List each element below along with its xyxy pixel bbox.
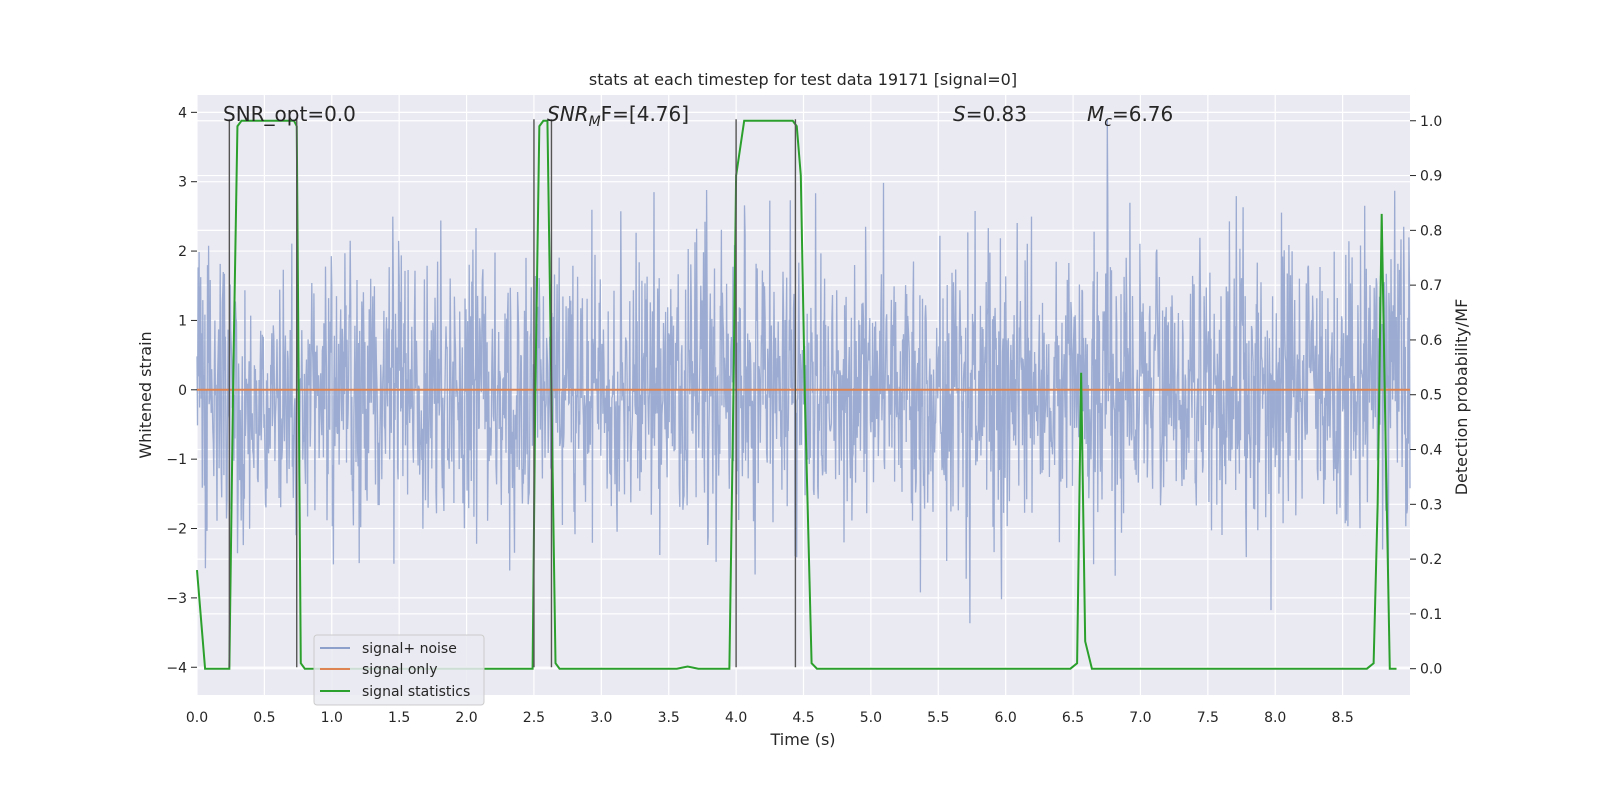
y-tick-label: 2 [178,244,187,260]
legend-label-stats: signal statistics [362,684,470,700]
x-tick-label: 5.0 [860,710,882,726]
y-tick-label: 0 [178,383,187,399]
y-right-tick-label: 0.2 [1420,552,1442,568]
y-right-tick-label: 0.6 [1420,333,1442,349]
signal-statistics-line [196,119,1397,670]
annotation-s: S=0.83 [953,102,1027,126]
y-axis-right-label: Detection probability/MF [1452,299,1471,496]
x-tick-label: 0.5 [253,710,275,726]
y-tick-label: 1 [178,313,187,329]
legend: signal+ noise signal only signal statist… [313,634,485,706]
y-tick-label: −4 [166,660,187,676]
snr-mf-main: SNR [547,102,589,126]
x-tick-label: 6.5 [1062,710,1084,726]
x-tick-label: 1.0 [321,710,343,726]
vertical-markers [228,119,797,668]
y-axis-label: Whitened strain [136,331,155,458]
y-tick-label: −3 [166,591,187,607]
x-tick-label: 7.5 [1197,710,1219,726]
x-tick-label: 1.5 [388,710,410,726]
x-tick-label: 3.5 [658,710,680,726]
noise-line [196,119,1411,624]
s-symbol: S [953,102,966,126]
noise-series [196,119,1411,624]
mc-value: =6.76 [1112,102,1173,126]
x-tick-label: 2.5 [523,710,545,726]
y-right-tick-label: 0.8 [1420,223,1442,239]
x-tick-label: 4.5 [792,710,814,726]
legend-label-noise: signal+ noise [362,641,457,657]
legend-label-signal: signal only [362,662,437,678]
y-right-tick-label: 0.7 [1420,278,1442,294]
annotation-mc: Mc=6.76 [1087,102,1173,130]
annotation-snr-opt: SNR_opt=0.0 [223,102,356,126]
x-axis-ticks: 0.0 0.5 1.0 1.5 2.0 2.5 3.0 3.5 4.0 4.5 5.0 5.5 6.0 6… [186,710,1354,726]
y-tick-label: −2 [166,522,187,538]
x-tick-label: 8.0 [1264,710,1286,726]
snr-mf-rest: F=[4.76] [601,102,689,126]
y-axis-right-ticks: 1.0 0.9 0.8 0.7 0.6 0.5 0.4 0.3 0.2 0.1 0.0 [1410,114,1442,678]
legend-box [313,634,485,706]
y-right-tick-label: 0.4 [1420,443,1442,459]
y-right-tick-label: 1.0 [1420,114,1442,130]
y-right-tick-label: 0.3 [1420,497,1442,513]
x-axis-label: Time (s) [769,730,835,749]
annotation-snr-mf: SNRMF=[4.76] [547,102,689,130]
y-right-tick-label: 0.9 [1420,169,1442,185]
y-tick-label: 4 [178,105,187,121]
y-right-tick-label: 0.5 [1420,388,1442,404]
x-tick-label: 7.0 [1129,710,1151,726]
y-axis-ticks: 4 3 2 1 0 −1 −2 −3 −4 [166,105,197,676]
x-tick-label: 3.0 [590,710,612,726]
chart-title: stats at each timestep for test data 191… [589,70,1017,89]
mc-subscript: c [1104,114,1112,130]
x-tick-label: 6.0 [995,710,1017,726]
y-tick-label: 3 [178,175,187,191]
x-tick-label: 5.5 [927,710,949,726]
x-tick-label: 4.0 [725,710,747,726]
x-tick-label: 0.0 [186,710,208,726]
x-tick-label: 8.5 [1331,710,1353,726]
y-right-tick-label: 0.0 [1420,662,1442,678]
y-right-tick-label: 0.1 [1420,607,1442,623]
mc-symbol: M [1087,102,1104,126]
snr-mf-subscript: M [589,114,601,130]
signal-statistics-series [196,119,1397,670]
x-tick-label: 2.0 [455,710,477,726]
y-tick-label: −1 [166,452,187,468]
s-value: =0.83 [966,102,1027,126]
